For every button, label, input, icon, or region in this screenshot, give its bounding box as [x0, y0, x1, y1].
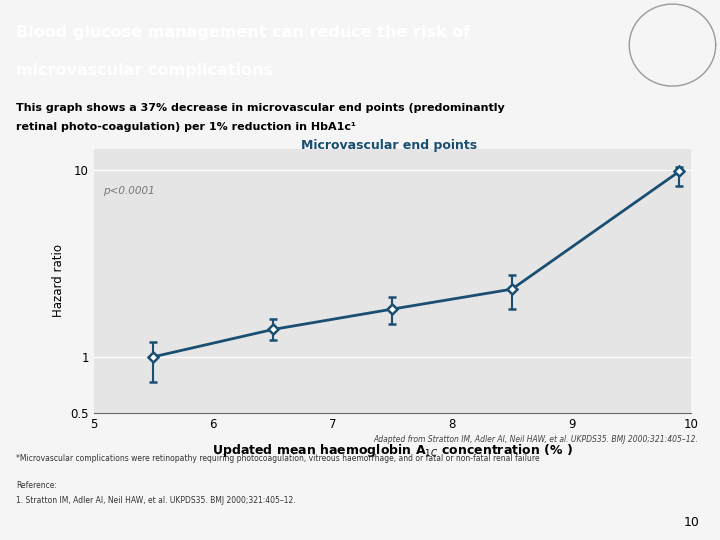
Text: Adapted from Stratton IM, Adler AI, Neil HAW, et al. UKPDS35. BMJ 2000;321:405–1: Adapted from Stratton IM, Adler AI, Neil… [374, 435, 698, 444]
Y-axis label: Hazard ratio: Hazard ratio [52, 244, 65, 318]
Text: *Microvascular complications were retinopathy requiring photocoagulation, vitreo: *Microvascular complications were retino… [16, 454, 539, 463]
Text: Reference:: Reference: [16, 481, 57, 490]
Text: Microvascular end points: Microvascular end points [301, 139, 477, 152]
Text: retinal photo-coagulation) per 1% reduction in HbA1c¹: retinal photo-coagulation) per 1% reduct… [16, 122, 356, 132]
Text: microvascular complications: microvascular complications [16, 63, 273, 78]
Text: 10: 10 [684, 516, 700, 529]
Text: 1. Stratton IM, Adler AI, Neil HAW, et al. UKPDS35. BMJ 2000;321:405–12.: 1. Stratton IM, Adler AI, Neil HAW, et a… [16, 496, 295, 505]
Text: p<0.0001: p<0.0001 [103, 186, 155, 196]
X-axis label: Updated mean haemoglobin A$_{1C}$ concentration (% ): Updated mean haemoglobin A$_{1C}$ concen… [212, 442, 573, 459]
Text: This graph shows a 37% decrease in microvascular end points (predominantly: This graph shows a 37% decrease in micro… [16, 103, 505, 113]
Text: Blood glucose management can reduce the risk of: Blood glucose management can reduce the … [16, 25, 470, 40]
